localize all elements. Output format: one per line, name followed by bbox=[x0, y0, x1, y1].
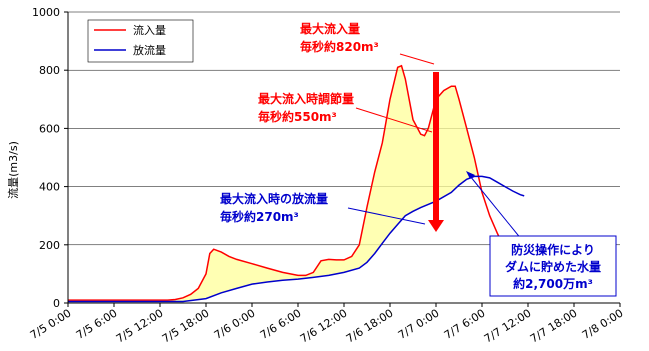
y-tick-label: 1000 bbox=[32, 6, 60, 19]
x-tick-label: 7/5 6:00 bbox=[74, 307, 120, 342]
storage-pointer-line bbox=[469, 175, 523, 241]
regulation-arrow bbox=[428, 72, 444, 232]
y-tick-label: 200 bbox=[39, 239, 60, 252]
series-layer bbox=[68, 64, 525, 303]
x-tick-label: 7/7 18:00 bbox=[528, 307, 580, 346]
x-tick-label: 7/6 0:00 bbox=[212, 307, 258, 342]
storage-note-line1: 防災操作により bbox=[511, 242, 595, 257]
regulation-label: 最大流入時調節量 bbox=[258, 91, 354, 106]
x-tick-label: 7/5 12:00 bbox=[114, 307, 166, 346]
y-tick-labels: 0 200 400 600 800 1000 bbox=[32, 6, 68, 310]
regulation-pointer-line bbox=[355, 107, 433, 133]
x-tick-labels: 7/5 0:00 7/5 6:007/5 12:007/5 18:00 7/6 0:… bbox=[28, 303, 626, 346]
storage-fill-area bbox=[167, 65, 479, 302]
x-tick-label: 7/5 18:00 bbox=[160, 307, 212, 346]
y-tick-label: 600 bbox=[39, 122, 60, 135]
inflow-series-line bbox=[68, 64, 506, 301]
peak-inflow-label: 最大流入量 bbox=[300, 21, 360, 36]
y-axis-label: 流量(m3/s) bbox=[6, 141, 20, 199]
storage-note-box: 防災操作により ダムに貯めた水量 約2,700万m³ bbox=[489, 235, 617, 297]
storage-note-line3: 約2,700万m³ bbox=[513, 276, 593, 291]
peak-inflow-value: 毎秒約820m³ bbox=[300, 39, 379, 54]
x-tick-label: 7/5 0:00 bbox=[28, 307, 74, 342]
x-tick-label: 7/7 0:00 bbox=[396, 307, 442, 342]
storage-pointer-arrowhead bbox=[466, 171, 475, 179]
x-tick-label: 7/6 6:00 bbox=[258, 307, 304, 342]
x-tick-label: 7/7 12:00 bbox=[482, 307, 534, 346]
y-tick-label: 0 bbox=[53, 297, 60, 310]
outflow-series-line bbox=[68, 175, 525, 303]
legend-outflow-label: 放流量 bbox=[133, 43, 166, 57]
release-label: 最大流入時の放流量 bbox=[220, 191, 328, 206]
y-tick-label: 800 bbox=[39, 64, 60, 77]
release-pointer-line bbox=[347, 207, 426, 225]
legend-inflow-label: 流入量 bbox=[133, 23, 166, 37]
x-tick-label: 7/8 0:00 bbox=[580, 307, 626, 342]
x-tick-label: 7/6 18:00 bbox=[344, 307, 396, 346]
x-tick-label: 7/7 6:00 bbox=[442, 307, 488, 342]
x-tick-label: 7/6 12:00 bbox=[298, 307, 350, 346]
peak-pointer-line bbox=[399, 53, 435, 65]
legend: 流入量 放流量 bbox=[87, 19, 194, 63]
y-tick-label: 400 bbox=[39, 181, 60, 194]
release-value: 毎秒約270m³ bbox=[220, 209, 299, 224]
regulation-value: 毎秒約550m³ bbox=[258, 109, 337, 124]
storage-note-line2: ダムに貯めた水量 bbox=[505, 259, 601, 274]
